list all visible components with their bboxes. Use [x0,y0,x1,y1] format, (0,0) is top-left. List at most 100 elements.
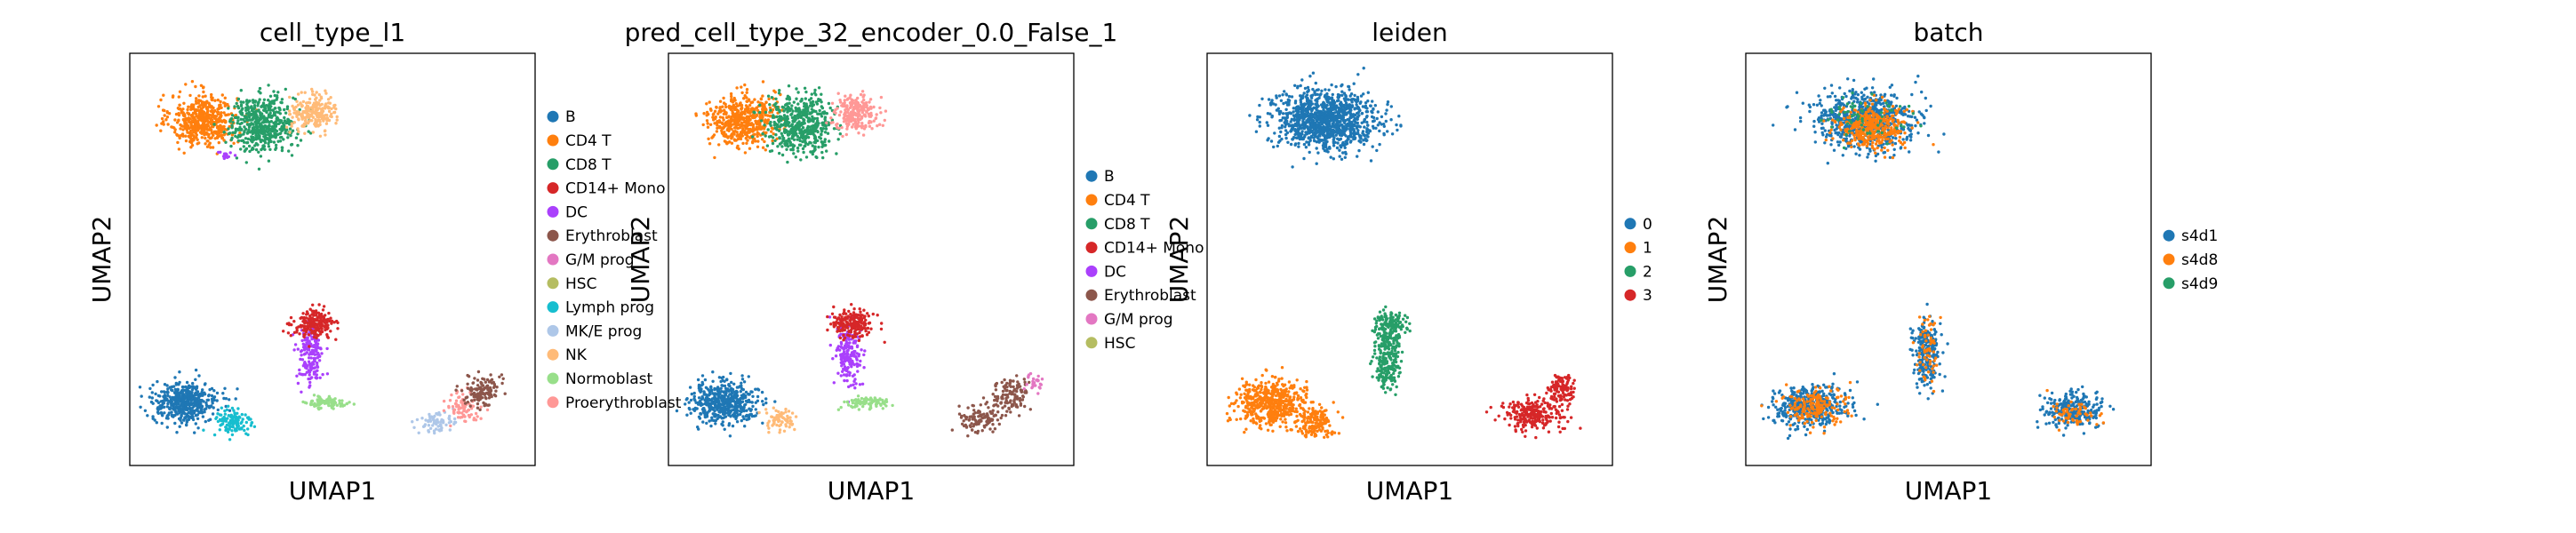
scatter-point-cluster-2 [790,104,794,107]
scatter-point-cluster-6 [202,428,205,432]
scatter-point-cluster-4 [692,391,696,395]
scatter-point-cluster-7 [313,359,316,362]
scatter-point-cluster-9 [1000,413,1004,418]
scatter-point-cluster-2 [811,152,814,156]
scatter-point-cluster-3 [831,121,835,124]
scatter-point-cluster-4 [735,420,740,424]
scatter-point-cluster-8 [861,404,865,409]
scatter-point-cluster-9 [340,399,344,402]
scatter-point-cluster-1 [743,132,748,136]
scatter-point-cluster-8 [329,330,332,333]
scatter-point-cluster-1 [205,145,210,148]
scatter-point-cluster-9 [309,402,313,407]
scatter-point-cluster-1 [210,136,213,139]
scatter-point-cluster-8 [881,407,884,410]
scatter-point-cluster-2 [815,116,820,120]
scatter-point-cluster-5 [175,393,179,396]
scatter-point-cluster-2 [783,122,787,125]
scatter-point-cluster-12 [481,384,485,387]
scatter-point-cluster-1 [747,98,751,101]
scatter-point-cluster-3 [852,123,855,126]
scatter-point-cluster-3 [854,127,858,131]
scatter-point-cluster-4 [761,421,764,425]
scatter-point-cluster-2 [231,121,235,124]
scatter-point-cluster-5 [790,411,795,415]
scatter-point-cluster-2 [817,86,821,90]
scatter-point-cluster-3 [300,104,304,107]
scatter-point-cluster-11 [476,415,479,418]
scatter-point-cluster-5 [194,409,197,412]
scatter-point-cluster-3 [307,115,311,120]
scatter-point-cluster-1 [177,113,181,117]
scatter-point-cluster-1 [202,85,205,89]
scatter-point-cluster-3 [861,133,866,137]
scatter-point-cluster-3 [291,115,294,119]
scatter-point-cluster-5 [197,374,201,378]
scatter-point-cluster-12 [476,406,480,410]
scatter-point-cluster-3 [296,103,300,107]
scatter-point-cluster-3 [325,114,329,117]
scatter-point-cluster-1 [736,113,740,116]
scatter-point-cluster-7 [879,327,884,331]
scatter-point-cluster-4 [762,402,765,407]
scatter-point-cluster-2 [246,107,250,111]
scatter-point-cluster-4 [729,415,732,418]
scatter-point-cluster-5 [148,395,151,399]
scatter-point-cluster-6 [853,386,857,390]
scatter-point-cluster-6 [212,433,217,437]
scatter-point-cluster-1 [187,113,191,116]
scatter-point-cluster-10 [427,418,430,423]
scatter-point-cluster-3 [316,124,320,128]
scatter-point-cluster-7 [842,333,845,337]
scatter-point-cluster-1 [184,124,188,128]
scatter-point-cluster-3 [868,98,873,101]
scatter-point-cluster-1 [756,145,760,148]
scatter-point-cluster-2 [253,106,257,110]
scatter-point-cluster-10 [448,428,452,432]
scatter-point-cluster-4 [684,402,687,406]
scatter-point-cluster-6 [236,411,239,415]
scatter-point-cluster-6 [860,348,863,352]
scatter-point-cluster-6 [862,353,866,357]
scatter-point-cluster-2 [259,117,262,121]
scatter-point-cluster-6 [841,370,844,373]
scatter-point-cluster-1 [178,103,181,107]
scatter-point-cluster-5 [168,386,172,389]
scatter-point-cluster-8 [316,325,319,329]
scatter-point-cluster-2 [820,150,824,155]
scatter-point-cluster-2 [824,127,828,131]
legend-marker [547,205,559,218]
scatter-point-cluster-1 [730,98,733,101]
scatter-point-cluster-3 [852,110,855,114]
scatter-point-cluster-1 [180,111,183,115]
scatter-point-cluster-1 [734,117,738,122]
scatter-point-cluster-4 [716,386,720,389]
scatter-point-cluster-7 [309,356,313,360]
scatter-point-cluster-1 [205,107,210,111]
scatter-point-cluster-12 [500,373,504,377]
scatter-point-cluster-2 [267,99,270,102]
scatter-point-cluster-7 [866,312,869,315]
scatter-point-cluster-11 [460,411,464,415]
scatter-point-cluster-9 [991,409,995,412]
scatter-point-cluster-1 [182,101,186,106]
scatter-point-cluster-3 [839,110,843,114]
scatter-point-cluster-9 [991,423,995,426]
scatter-point-cluster-5 [224,397,228,401]
scatter-point-cluster-2 [234,127,238,131]
scatter-point-cluster-8 [884,400,887,403]
scatter-point-cluster-5 [166,402,170,406]
scatter-point-cluster-5 [196,426,200,430]
scatter-point-cluster-1 [724,123,727,127]
scatter-point-cluster-4 [730,394,734,398]
scatter-point-cluster-6 [230,419,234,423]
scatter-point-cluster-2 [800,99,804,102]
scatter-point-cluster-7 [850,328,853,332]
scatter-point-cluster-8 [325,333,329,337]
scatter-point-cluster-12 [473,398,476,402]
scatter-point-cluster-8 [290,322,293,327]
scatter-point-cluster-3 [843,101,846,105]
scatter-point-cluster-2 [804,115,809,118]
scatter-point-cluster-7 [857,338,861,343]
scatter-point-cluster-7 [829,322,833,326]
